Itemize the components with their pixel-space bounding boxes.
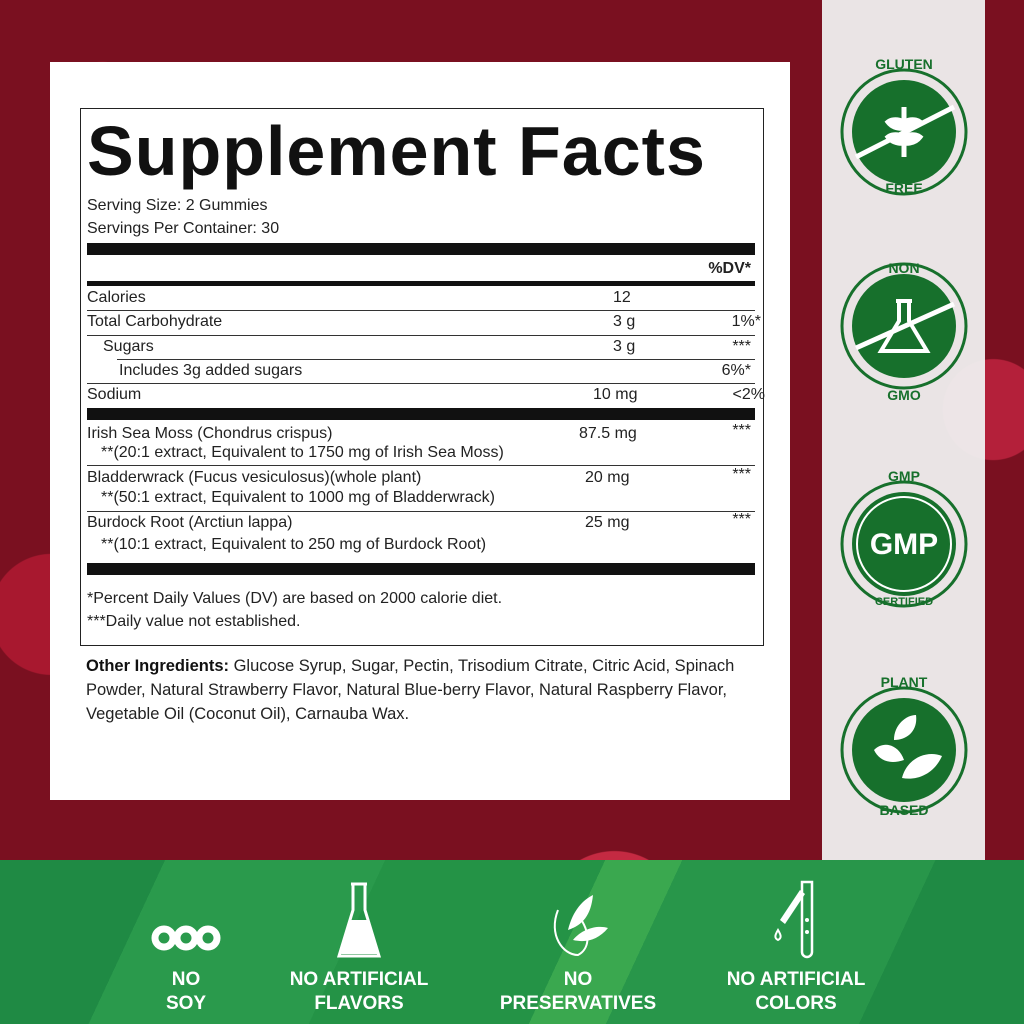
feature-no-artificial-flavors: NO ARTIFICIAL FLAVORS bbox=[259, 860, 459, 1016]
ingredient-amount: 25 mg bbox=[585, 514, 630, 531]
feature-line1: NO bbox=[563, 969, 593, 990]
nutrient-name: Sodium bbox=[87, 386, 142, 403]
ingredient-name: Irish Sea Moss (Chondrus crispus) bbox=[87, 425, 333, 442]
nutrient-dv: 1%* bbox=[731, 313, 761, 330]
divider bbox=[87, 511, 755, 512]
supplement-facts-panel: Supplement Facts Serving Size: 2 Gummies… bbox=[80, 108, 765, 646]
feature-no-artificial-colors: NO ARTIFICIAL COLORS bbox=[696, 860, 896, 1016]
divider bbox=[87, 465, 755, 466]
nutrient-dv: <2% bbox=[732, 386, 765, 403]
badge-top-text: PLANT bbox=[880, 674, 928, 690]
feature-line2: PRESERVATIVES bbox=[499, 993, 657, 1014]
divider bbox=[87, 408, 755, 420]
divider bbox=[87, 563, 755, 575]
nutrient-amount: 3 g bbox=[613, 313, 636, 330]
nutrient-name: Calories bbox=[87, 289, 146, 306]
ingredient-dv: *** bbox=[732, 422, 751, 439]
soybean-icon bbox=[151, 925, 221, 951]
footnote-dv: *Percent Daily Values (DV) are based on … bbox=[87, 590, 503, 607]
nutrient-dv: *** bbox=[732, 338, 751, 355]
feature-line1: NO ARTIFICIAL bbox=[726, 969, 866, 990]
divider bbox=[87, 243, 755, 255]
nutrient-amount: 3 g bbox=[613, 338, 636, 355]
nutrient-dv: 6%* bbox=[721, 362, 751, 379]
badge-bottom-text: GMO bbox=[887, 387, 921, 403]
nutrient-name: Total Carbohydrate bbox=[87, 313, 223, 330]
nutrient-name: Includes 3g added sugars bbox=[119, 362, 303, 379]
nutrient-amount: 12 bbox=[613, 289, 631, 306]
ingredient-note: **(10:1 extract, Equivalent to 250 mg of… bbox=[101, 536, 487, 553]
badge-top-text: GMP bbox=[888, 468, 920, 484]
feature-line2: COLORS bbox=[755, 993, 837, 1014]
divider bbox=[117, 359, 755, 360]
ingredient-name: Bladderwrack (Fucus vesiculosus)(whole p… bbox=[87, 469, 422, 486]
dropper-test-tube-icon bbox=[774, 880, 814, 959]
footnote-not-established: ***Daily value not established. bbox=[87, 613, 301, 630]
feature-no-preservatives: NO PRESERVATIVES bbox=[478, 860, 678, 1016]
divider bbox=[87, 335, 755, 336]
leaf-drop-icon bbox=[553, 895, 608, 957]
nutrient-amount: 10 mg bbox=[593, 386, 638, 403]
other-ingredients-label: Other Ingredients: bbox=[86, 657, 230, 675]
serving-size: Serving Size: 2 Gummies bbox=[87, 197, 268, 214]
feature-line1: NO bbox=[171, 969, 201, 990]
gmp-icon bbox=[840, 480, 968, 608]
ingredient-name: Burdock Root (Arctiun lappa) bbox=[87, 514, 293, 531]
badge-top-text: GLUTEN bbox=[875, 56, 933, 72]
divider bbox=[87, 310, 755, 311]
certification-strip: GLUTEN FREE NON GMO GMP GMP CERTIFIED PL… bbox=[822, 0, 985, 860]
ingredient-dv: *** bbox=[732, 466, 751, 483]
gmp-center-text: GMP bbox=[869, 528, 939, 561]
divider bbox=[87, 281, 755, 286]
panel-title: Supplement Facts bbox=[87, 112, 706, 190]
leaves-icon bbox=[840, 686, 968, 814]
other-ingredients: Other Ingredients: Glucose Syrup, Sugar,… bbox=[86, 654, 776, 726]
wheat-crossed-icon bbox=[840, 68, 968, 196]
feature-line2: FLAVORS bbox=[314, 993, 404, 1014]
feature-line1: NO ARTIFICIAL bbox=[289, 969, 429, 990]
servings-per-container: Servings Per Container: 30 bbox=[87, 220, 280, 237]
ingredient-dv: *** bbox=[732, 511, 751, 528]
nutrient-name: Sugars bbox=[103, 338, 154, 355]
flask-icon bbox=[336, 882, 382, 958]
flask-crossed-icon bbox=[840, 262, 968, 390]
badge-top-text: NON bbox=[888, 260, 920, 276]
divider bbox=[87, 383, 755, 384]
ingredient-note: **(50:1 extract, Equivalent to 1000 mg o… bbox=[101, 489, 495, 506]
ingredient-amount: 87.5 mg bbox=[579, 425, 637, 442]
ingredient-amount: 20 mg bbox=[585, 469, 630, 486]
badge-bottom-text: FREE bbox=[885, 180, 923, 196]
other-ingredients-text: Glucose Syrup, Sugar, Pectin, Trisodium … bbox=[86, 657, 735, 723]
badge-bottom-text: BASED bbox=[879, 802, 929, 818]
badge-bottom-text: CERTIFIED bbox=[874, 596, 934, 608]
supplement-facts-card: Supplement Facts Serving Size: 2 Gummies… bbox=[50, 62, 790, 800]
features-band: NO SOY NO ARTIFICIAL FLAVORS NO PRESERVA… bbox=[0, 860, 1024, 1024]
dv-header: %DV* bbox=[708, 260, 751, 277]
feature-line2: SOY bbox=[165, 993, 207, 1014]
ingredient-note: **(20:1 extract, Equivalent to 1750 mg o… bbox=[101, 444, 504, 461]
feature-no-soy: NO SOY bbox=[86, 860, 286, 1016]
